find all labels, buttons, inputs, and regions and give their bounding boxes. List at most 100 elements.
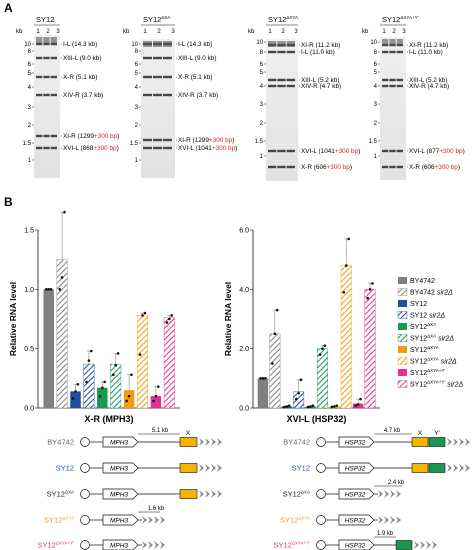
x-element-label: X <box>418 430 423 437</box>
gene-box <box>338 462 375 474</box>
band <box>277 165 286 169</box>
band <box>43 56 50 60</box>
band-text: XVI-L (1041 <box>301 148 335 155</box>
legend-strain: SY12 <box>410 324 427 331</box>
band <box>143 138 152 142</box>
gel-2: SY12ΔXA kb 1 2 3 108 6 5 4 3 2 1.5 1 I-L (14.3 kb) XII… <box>123 15 237 178</box>
data-point <box>323 344 327 348</box>
legend-swatch <box>397 311 408 319</box>
band <box>43 75 50 79</box>
gel-strain-sup: ΔXA <box>161 15 170 20</box>
strain-label: SY12 <box>56 464 74 473</box>
telomere-repeat <box>148 516 153 524</box>
chart-title: XVI-L (HSP32) <box>287 414 347 424</box>
band <box>389 78 396 82</box>
legend-strain: SY12 <box>410 336 427 343</box>
gel-strain-sup: ΔXYA+Y' <box>400 15 418 20</box>
telomere-repeat <box>142 516 147 524</box>
band <box>50 93 57 97</box>
band-label: XVI-L (1041+300 bp) <box>301 148 360 155</box>
data-point <box>90 349 93 353</box>
strain-label: BY4742 <box>283 438 310 447</box>
rna-bar-charts: 0.0 0.5 1.0 1.5 Relative RNA level X-R (MPH3)… <box>8 210 380 424</box>
data-point <box>127 394 131 398</box>
blot-image <box>266 39 298 181</box>
kb-label: kb <box>123 29 130 35</box>
legend-suffix: sir2Δ <box>436 336 454 343</box>
band <box>143 75 152 79</box>
size-marker: 5 <box>374 70 378 76</box>
telomere-repeat <box>396 516 401 524</box>
size-marker: 6 <box>260 62 264 68</box>
band <box>43 134 50 138</box>
telomere-repeat <box>211 464 216 472</box>
data-point <box>101 386 104 390</box>
data-point <box>98 394 102 398</box>
bar <box>340 265 352 409</box>
gene-box <box>102 436 139 448</box>
band-text: XIII-L (9.0 kb) <box>178 55 216 62</box>
data-point <box>333 405 336 408</box>
data-point <box>170 314 173 317</box>
strain-sup: ΔXYA+Y' <box>56 541 74 546</box>
well-band <box>382 39 389 45</box>
band-label: XVI-L (1041+300 bp) <box>178 145 237 152</box>
legend-item: SY12ΔXYA <box>398 345 439 354</box>
gene-name: MPH3 <box>110 440 128 447</box>
data-point <box>294 397 298 401</box>
size-marker: 10 <box>24 42 31 48</box>
bar <box>352 403 364 408</box>
size-marker: 5 <box>28 71 32 77</box>
bar <box>317 348 328 409</box>
gene-name: HSP32 <box>345 440 366 447</box>
band-label: I-L (14.3 kb) <box>63 41 97 48</box>
data-point <box>285 405 289 408</box>
band-close: ) <box>117 133 119 140</box>
gene-box <box>338 514 375 526</box>
telomere-repeat <box>384 490 389 498</box>
band <box>382 78 389 82</box>
x-element <box>179 489 198 499</box>
strain-name: BY4742 <box>47 438 74 447</box>
kb-label: kb <box>362 29 369 35</box>
band-text: XIV-R (3.7 kb) <box>178 92 218 99</box>
centromere <box>80 515 90 525</box>
data-point <box>264 377 267 380</box>
legend-label: BY4742 <box>410 278 435 285</box>
data-point <box>125 399 128 403</box>
band-label: XIII-L (5.2 kb) <box>301 77 339 84</box>
band <box>36 56 43 60</box>
legend-label: SY12ΔXA sir2Δ <box>410 334 454 343</box>
legend-label: SY12ΔXYA sir2Δ <box>410 357 457 366</box>
data-point <box>138 353 142 356</box>
band <box>153 93 162 97</box>
y-tick-label: 0.0 <box>24 406 34 413</box>
band <box>268 165 277 169</box>
band-text: XI-R (11.2 kb) <box>409 42 448 49</box>
band-text: I-L (14.3 kb) <box>178 41 212 48</box>
data-point <box>143 311 147 315</box>
centromere <box>316 540 326 550</box>
y-tick-label: 6.0 <box>239 228 249 235</box>
band <box>163 75 172 79</box>
bar <box>123 390 135 408</box>
band-label: XIII-L (5.2 kb) <box>409 77 447 84</box>
x-element-label: X <box>186 430 191 437</box>
gene-name: MPH3 <box>110 543 128 550</box>
y-tick-label: 1.0 <box>24 287 34 294</box>
band-label: X-R (5.1 kb) <box>63 74 97 81</box>
size-marker: 1.5 <box>369 139 378 145</box>
size-marker: 8 <box>260 50 264 56</box>
band <box>396 84 403 88</box>
bar <box>110 363 122 409</box>
bar <box>137 315 148 409</box>
band <box>396 78 403 82</box>
distance-label: 1.9 kb <box>377 531 394 537</box>
band-text: XVI-L (1041 <box>178 145 212 152</box>
band-text: X-R (606 <box>301 164 327 171</box>
legend-strain: SY12 <box>410 301 427 308</box>
telomere-repeat <box>465 464 470 472</box>
band <box>36 93 43 97</box>
size-marker: 4 <box>260 84 264 90</box>
size-marker: 1 <box>135 158 139 164</box>
